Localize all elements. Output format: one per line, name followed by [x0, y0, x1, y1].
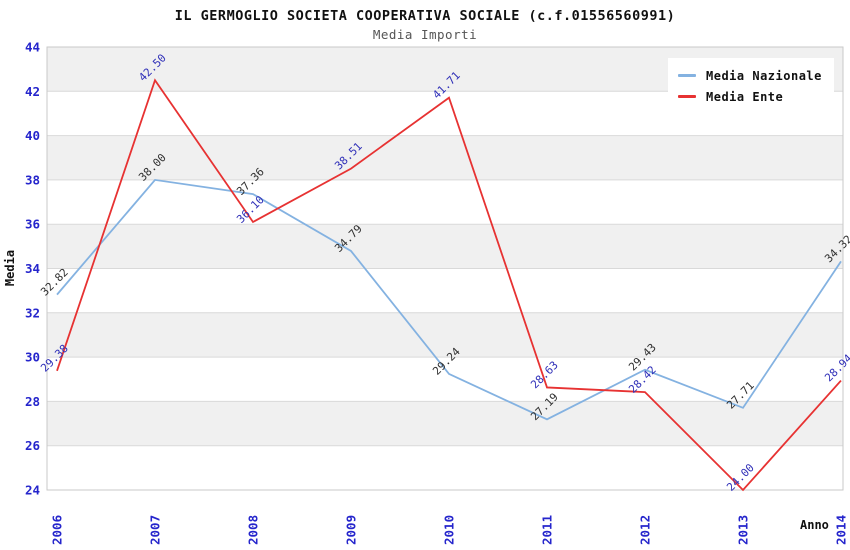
- media-ente-line-swatch: [678, 95, 696, 98]
- x-tick-label: 2009: [344, 515, 359, 545]
- plot-border: [46, 46, 844, 491]
- legend-label: Media Ente: [706, 89, 784, 104]
- legend-label: Media Nazionale: [706, 68, 822, 83]
- x-tick-label: 2006: [50, 515, 65, 545]
- x-tick-label: 2014: [834, 515, 849, 545]
- chart-title: IL GERMOGLIO SOCIETA COOPERATIVA SOCIALE…: [174, 8, 676, 24]
- point-value-label: 36.10: [234, 193, 267, 226]
- media-nazionale-line-swatch: [678, 74, 696, 77]
- y-axis-title: Media: [3, 250, 17, 286]
- y-tick-label: 26: [25, 438, 40, 453]
- y-tick-label: 44: [25, 40, 40, 55]
- legend-item-media-ente[interactable]: Media Ente: [678, 86, 822, 107]
- x-tick-label: 2008: [246, 515, 261, 545]
- x-tick-label: 2007: [148, 515, 163, 545]
- y-tick-label: 36: [25, 217, 40, 232]
- chart-subtitle: Media Importi: [372, 27, 478, 42]
- series-line-media-ente[interactable]: [56, 78, 842, 492]
- background-band: [47, 312, 843, 358]
- x-tick-label: 2012: [638, 515, 653, 545]
- y-tick-label: 40: [25, 128, 40, 143]
- legend-box: Media Nazionale Media Ente: [668, 58, 834, 115]
- y-tick-label: 30: [25, 350, 40, 365]
- x-tick-label: 2011: [540, 515, 555, 545]
- point-value-label: 24.00: [724, 461, 757, 494]
- y-tick-label: 32: [25, 305, 40, 320]
- x-tick-label: 2010: [442, 515, 457, 545]
- y-tick-label: 42: [25, 84, 40, 99]
- x-tick-label: 2013: [736, 515, 751, 545]
- y-tick-label: 28: [25, 394, 40, 409]
- point-value-label: 32.82: [38, 266, 71, 299]
- y-tick-label: 24: [25, 483, 40, 498]
- legend-item-media-nazionale[interactable]: Media Nazionale: [678, 65, 822, 86]
- background-band: [47, 401, 843, 446]
- background-band: [47, 135, 843, 180]
- y-tick-label: 34: [25, 261, 40, 276]
- background-band: [47, 224, 843, 269]
- x-axis-title: Anno: [800, 518, 829, 532]
- y-tick-label: 38: [25, 172, 40, 187]
- series-line-media-nazionale[interactable]: [56, 178, 842, 421]
- point-value-label: 28.63: [528, 359, 561, 392]
